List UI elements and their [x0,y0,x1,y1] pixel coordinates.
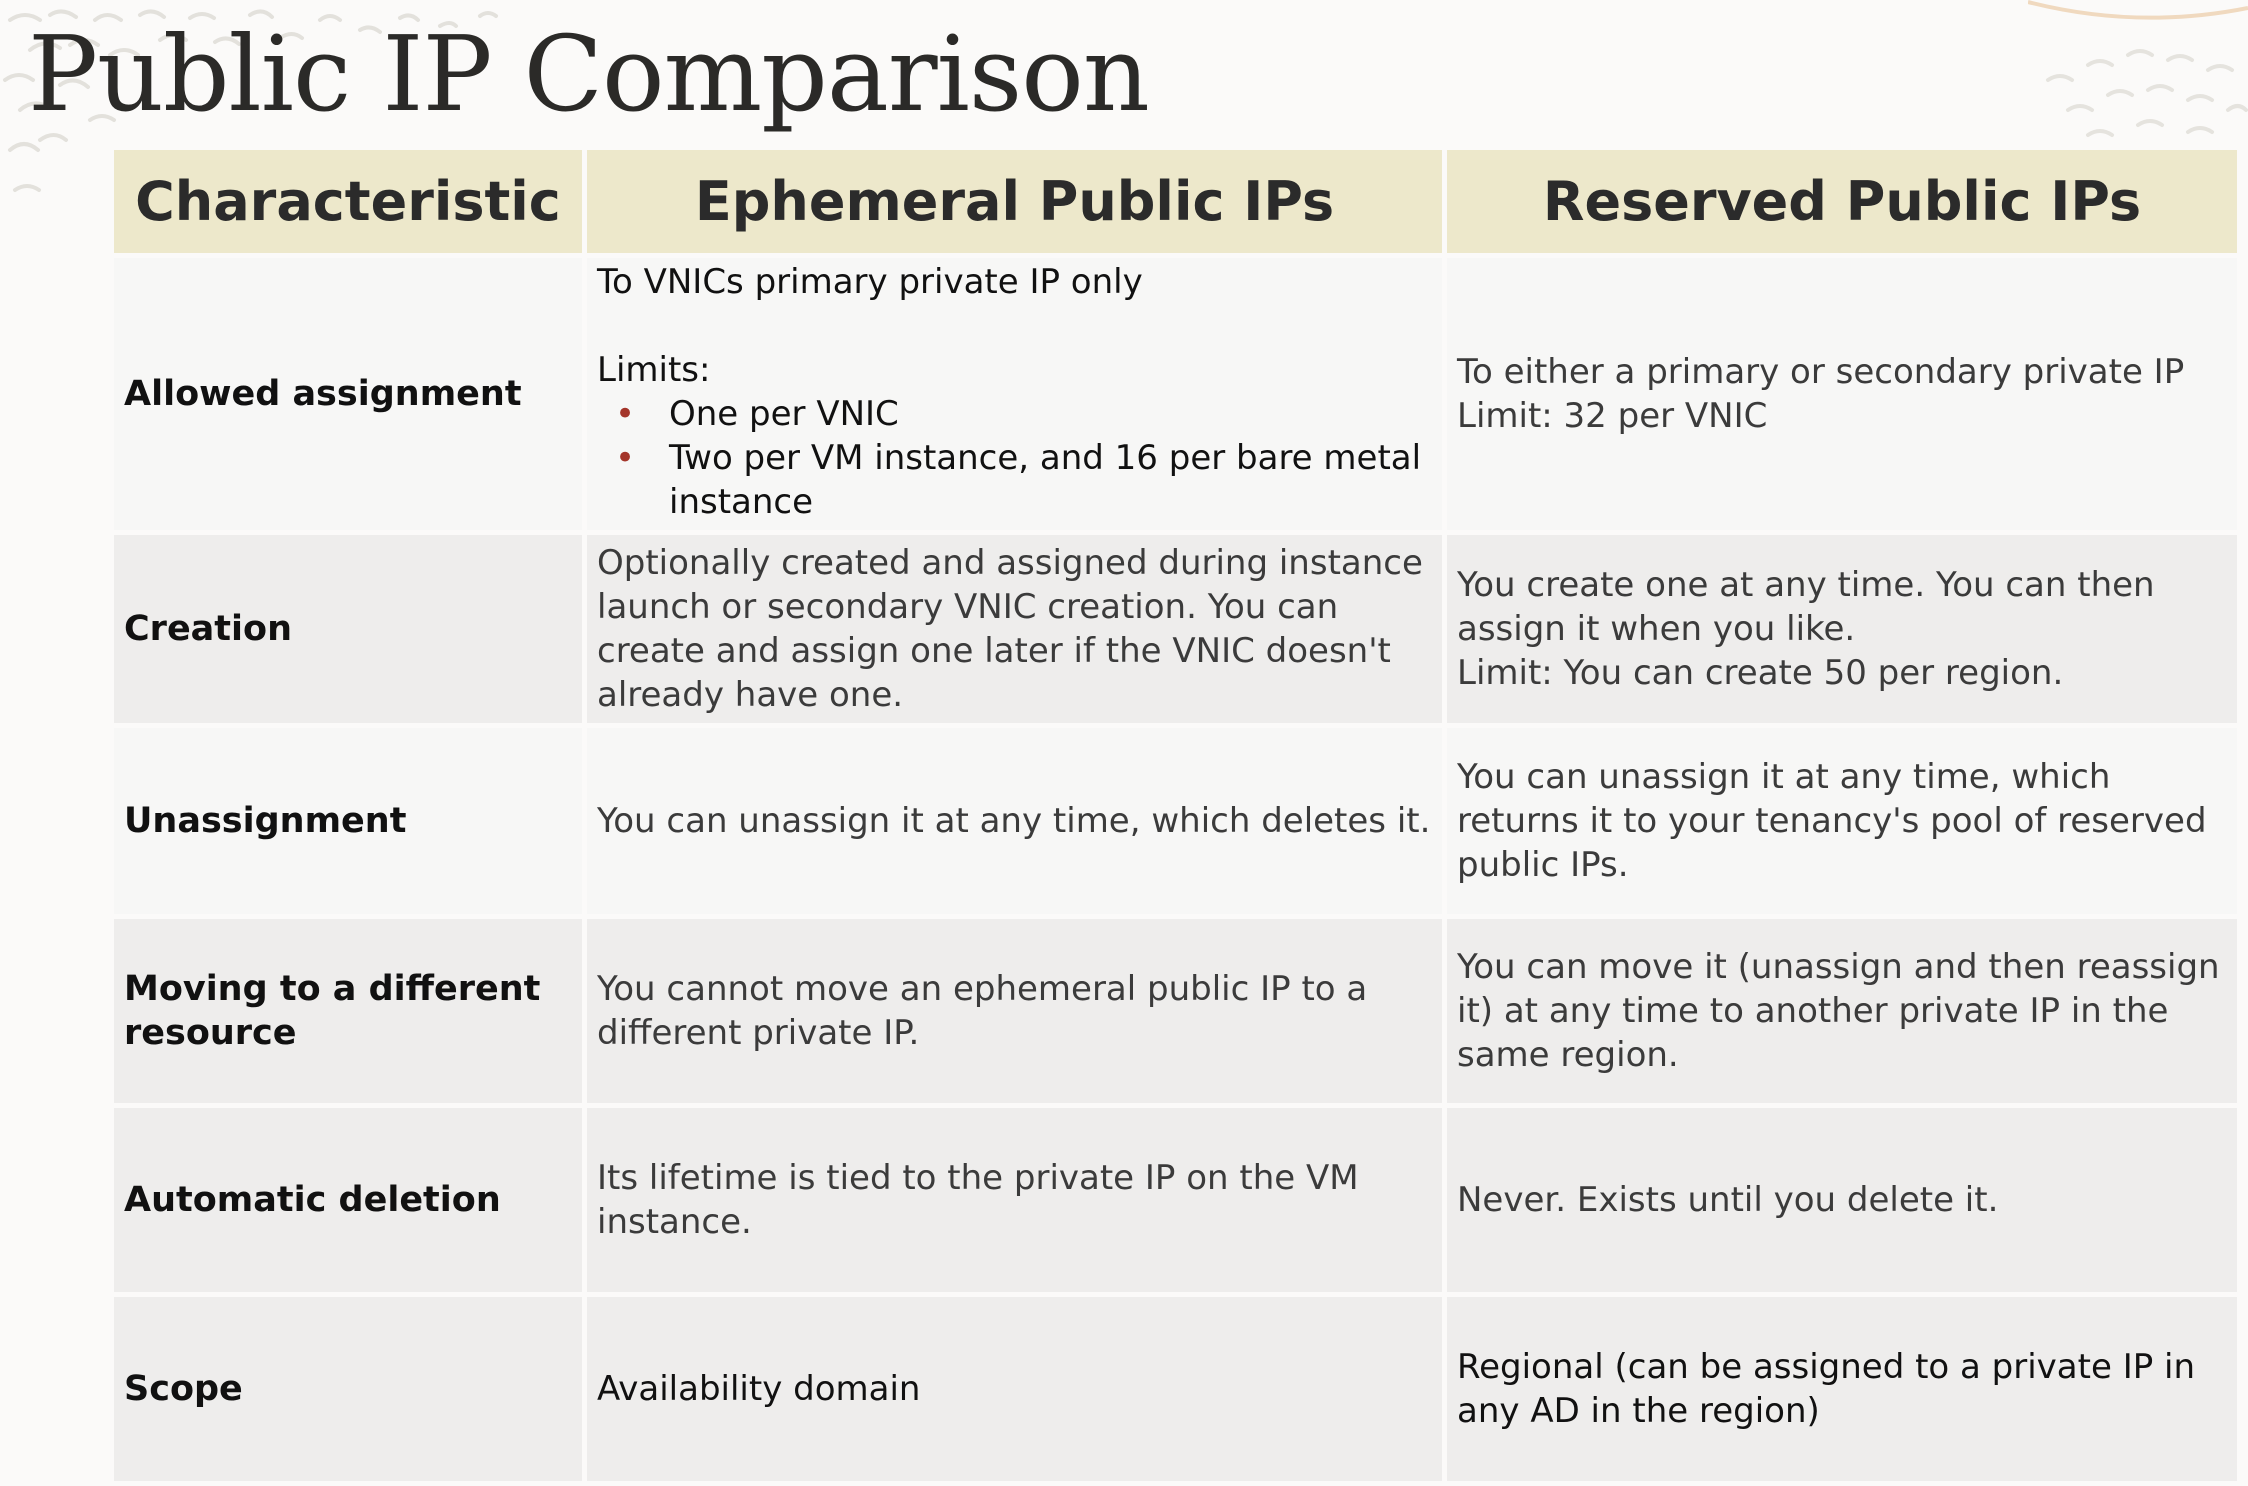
row-ephemeral: You can unassign it at any time, which d… [587,728,1442,914]
row-characteristic: Unassignment [114,728,582,914]
row-characteristic: Automatic deletion [114,1108,582,1292]
row-reserved: Regional (can be assigned to a private I… [1447,1297,2237,1481]
ephemeral-intro: To VNICs primary private IP only [597,262,1143,302]
reserved-line: You create one at any time. You can then… [1457,565,2155,649]
row-characteristic: Moving to a different resource [114,919,582,1103]
decorative-pattern-right [2046,49,2248,137]
table-row: Moving to a different resource You canno… [114,919,2237,1103]
limits-list: • One per VNIC • Two per VM instance, and … [597,392,1432,524]
limits-label: Limits: [597,350,711,390]
row-reserved: To either a primary or secondary private… [1447,258,2237,530]
header-row: Characteristic Ephemeral Public IPs Rese… [114,150,2237,253]
table-row: Creation Optionally created and assigned… [114,535,2237,723]
bullet-icon: • [615,394,636,434]
row-ephemeral: To VNICs primary private IP only Limits:… [587,258,1442,530]
comparison-table: Characteristic Ephemeral Public IPs Rese… [109,145,2242,1486]
row-ephemeral: Availability domain [587,1297,1442,1481]
table-row: Scope Availability domain Regional (can … [114,1297,2237,1481]
row-ephemeral: Its lifetime is tied to the private IP o… [587,1108,1442,1292]
table-row: Allowed assignment To VNICs primary priv… [114,258,2237,530]
reserved-line: Limit: 32 per VNIC [1457,396,1768,436]
row-reserved: You can move it (unassign and then reass… [1447,919,2237,1103]
reserved-line: Limit: You can create 50 per region. [1457,653,2064,693]
list-item: • One per VNIC [615,394,899,434]
row-characteristic: Creation [114,535,582,723]
table-row: Unassignment You can unassign it at any … [114,728,2237,914]
header-ephemeral: Ephemeral Public IPs [587,150,1442,253]
row-reserved: You create one at any time. You can then… [1447,535,2237,723]
row-ephemeral: You cannot move an ephemeral public IP t… [587,919,1442,1103]
list-item: • Two per VM instance, and 16 per bare me… [615,438,1422,522]
row-characteristic: Scope [114,1297,582,1481]
table-row: Automatic deletion Its lifetime is tied … [114,1108,2237,1292]
bullet-icon: • [615,438,636,478]
reserved-line: To either a primary or secondary private… [1457,352,2185,392]
decorative-curve [2028,0,2248,20]
row-reserved: Never. Exists until you delete it. [1447,1108,2237,1292]
header-reserved: Reserved Public IPs [1447,150,2237,253]
row-ephemeral: Optionally created and assigned during i… [587,535,1442,723]
row-reserved: You can unassign it at any time, which r… [1447,728,2237,914]
header-characteristic: Characteristic [114,150,582,253]
page-title: Public IP Comparison [28,13,1150,135]
row-characteristic: Allowed assignment [114,258,582,530]
